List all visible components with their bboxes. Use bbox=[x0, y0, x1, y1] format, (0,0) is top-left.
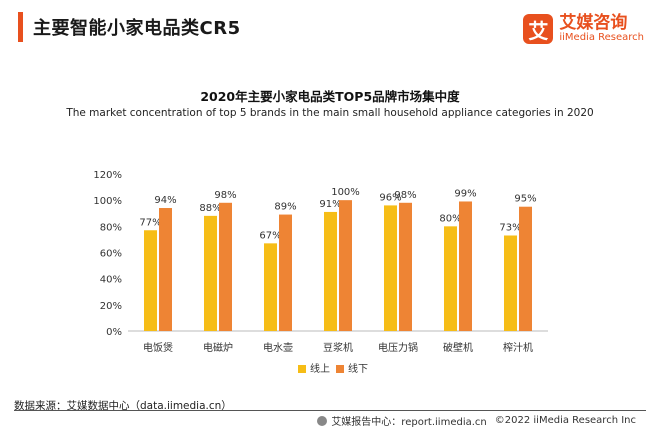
footer: 艾媒报告中心：report.iimedia.cn ©2022 iiMedia R… bbox=[317, 413, 644, 428]
data-label: 95% bbox=[514, 194, 536, 205]
bar-offline bbox=[279, 214, 292, 331]
page-title: 主要智能小家电品类CR5 bbox=[33, 18, 241, 39]
data-source: 数据来源：艾媒数据中心（data.iimedia.cn） bbox=[14, 400, 232, 412]
data-label: 80% bbox=[439, 213, 461, 224]
data-label: 99% bbox=[454, 188, 476, 199]
bar-offline bbox=[159, 208, 172, 331]
y-tick-label: 80% bbox=[100, 222, 122, 233]
data-label: 77% bbox=[139, 217, 161, 228]
y-tick-label: 20% bbox=[100, 301, 122, 312]
bar-offline bbox=[399, 202, 412, 331]
data-label: 73% bbox=[499, 222, 521, 233]
logo-name-cn: 艾媒咨询 bbox=[559, 13, 628, 33]
legend-label: 线上 bbox=[310, 362, 330, 375]
header: 主要智能小家电品类CR5 bbox=[18, 12, 241, 42]
y-tick-label: 100% bbox=[93, 196, 122, 207]
data-label: 89% bbox=[274, 202, 296, 213]
data-label: 67% bbox=[259, 230, 281, 241]
data-label: 96% bbox=[379, 192, 401, 203]
bar-online bbox=[324, 211, 337, 331]
bar-offline bbox=[339, 200, 352, 331]
x-tick-label: 电压力锅 bbox=[378, 341, 418, 354]
data-label: 94% bbox=[154, 195, 176, 206]
footer-divider bbox=[14, 410, 646, 411]
data-label: 98% bbox=[214, 190, 236, 201]
y-tick-label: 60% bbox=[100, 249, 122, 260]
y-tick-label: 120% bbox=[93, 170, 122, 181]
chart-subtitle: The market concentration of top 5 brands… bbox=[66, 107, 594, 119]
bar-offline bbox=[219, 202, 232, 331]
x-tick-label: 榨汁机 bbox=[503, 341, 533, 354]
bar-online bbox=[264, 243, 277, 331]
y-tick-label: 0% bbox=[106, 327, 122, 338]
brand-logo: 艾 艾媒咨询 iiMedia Research bbox=[523, 14, 644, 44]
copyright: ©2022 iiMedia Research Inc bbox=[494, 415, 636, 426]
y-tick-label: 40% bbox=[100, 275, 122, 286]
chart-title: 2020年主要小家电品类TOP5品牌市场集中度 bbox=[200, 89, 460, 104]
logo-mark-icon: 艾 bbox=[523, 14, 554, 44]
legend-swatch-offline bbox=[336, 365, 344, 373]
x-tick-label: 破壁机 bbox=[443, 341, 473, 354]
bar-online bbox=[504, 235, 517, 331]
legend-label: 线下 bbox=[348, 362, 368, 375]
x-tick-label: 豆浆机 bbox=[323, 341, 353, 354]
report-center-icon bbox=[317, 415, 328, 426]
bar-offline bbox=[459, 201, 472, 331]
x-tick-label: 电磁炉 bbox=[203, 341, 233, 354]
bar-offline bbox=[519, 206, 532, 331]
logo-name-en: iiMedia Research bbox=[559, 32, 644, 43]
accent-bar bbox=[18, 12, 23, 42]
bar-online bbox=[144, 230, 157, 331]
x-tick-label: 电饭煲 bbox=[143, 341, 173, 354]
data-label: 88% bbox=[199, 203, 221, 214]
data-label: 100% bbox=[331, 187, 360, 198]
bar-online bbox=[384, 205, 397, 331]
data-label: 98% bbox=[394, 190, 416, 201]
report-site: 艾媒报告中心：report.iimedia.cn bbox=[331, 417, 487, 428]
legend-swatch-online bbox=[298, 365, 306, 373]
bar-online bbox=[444, 226, 457, 331]
x-tick-label: 电水壶 bbox=[263, 341, 293, 354]
data-label: 91% bbox=[319, 199, 341, 210]
bar-online bbox=[204, 215, 217, 331]
